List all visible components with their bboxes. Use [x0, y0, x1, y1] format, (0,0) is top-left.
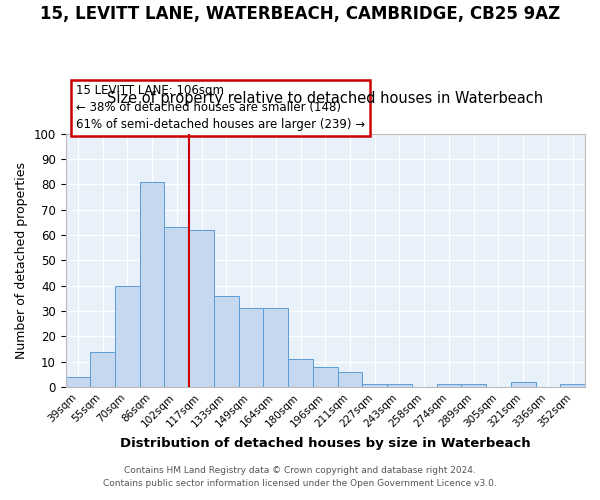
Bar: [164, 228, 189, 387]
Bar: [560, 384, 585, 387]
Bar: [461, 384, 486, 387]
Text: 15, LEVITT LANE, WATERBEACH, CAMBRIDGE, CB25 9AZ: 15, LEVITT LANE, WATERBEACH, CAMBRIDGE, …: [40, 5, 560, 23]
Bar: [288, 359, 313, 387]
Y-axis label: Number of detached properties: Number of detached properties: [15, 162, 28, 359]
Bar: [189, 230, 214, 387]
Bar: [313, 366, 338, 387]
Text: 15 LEVITT LANE: 106sqm
← 38% of detached houses are smaller (148)
61% of semi-de: 15 LEVITT LANE: 106sqm ← 38% of detached…: [76, 84, 365, 132]
Bar: [263, 308, 288, 387]
Bar: [115, 286, 140, 387]
Bar: [65, 377, 90, 387]
X-axis label: Distribution of detached houses by size in Waterbeach: Distribution of detached houses by size …: [120, 437, 530, 450]
Bar: [437, 384, 461, 387]
Text: Contains HM Land Registry data © Crown copyright and database right 2024.
Contai: Contains HM Land Registry data © Crown c…: [103, 466, 497, 487]
Bar: [338, 372, 362, 387]
Bar: [214, 296, 239, 387]
Bar: [511, 382, 536, 387]
Bar: [387, 384, 412, 387]
Bar: [90, 352, 115, 387]
Bar: [239, 308, 263, 387]
Bar: [362, 384, 387, 387]
Title: Size of property relative to detached houses in Waterbeach: Size of property relative to detached ho…: [107, 92, 544, 106]
Bar: [140, 182, 164, 387]
